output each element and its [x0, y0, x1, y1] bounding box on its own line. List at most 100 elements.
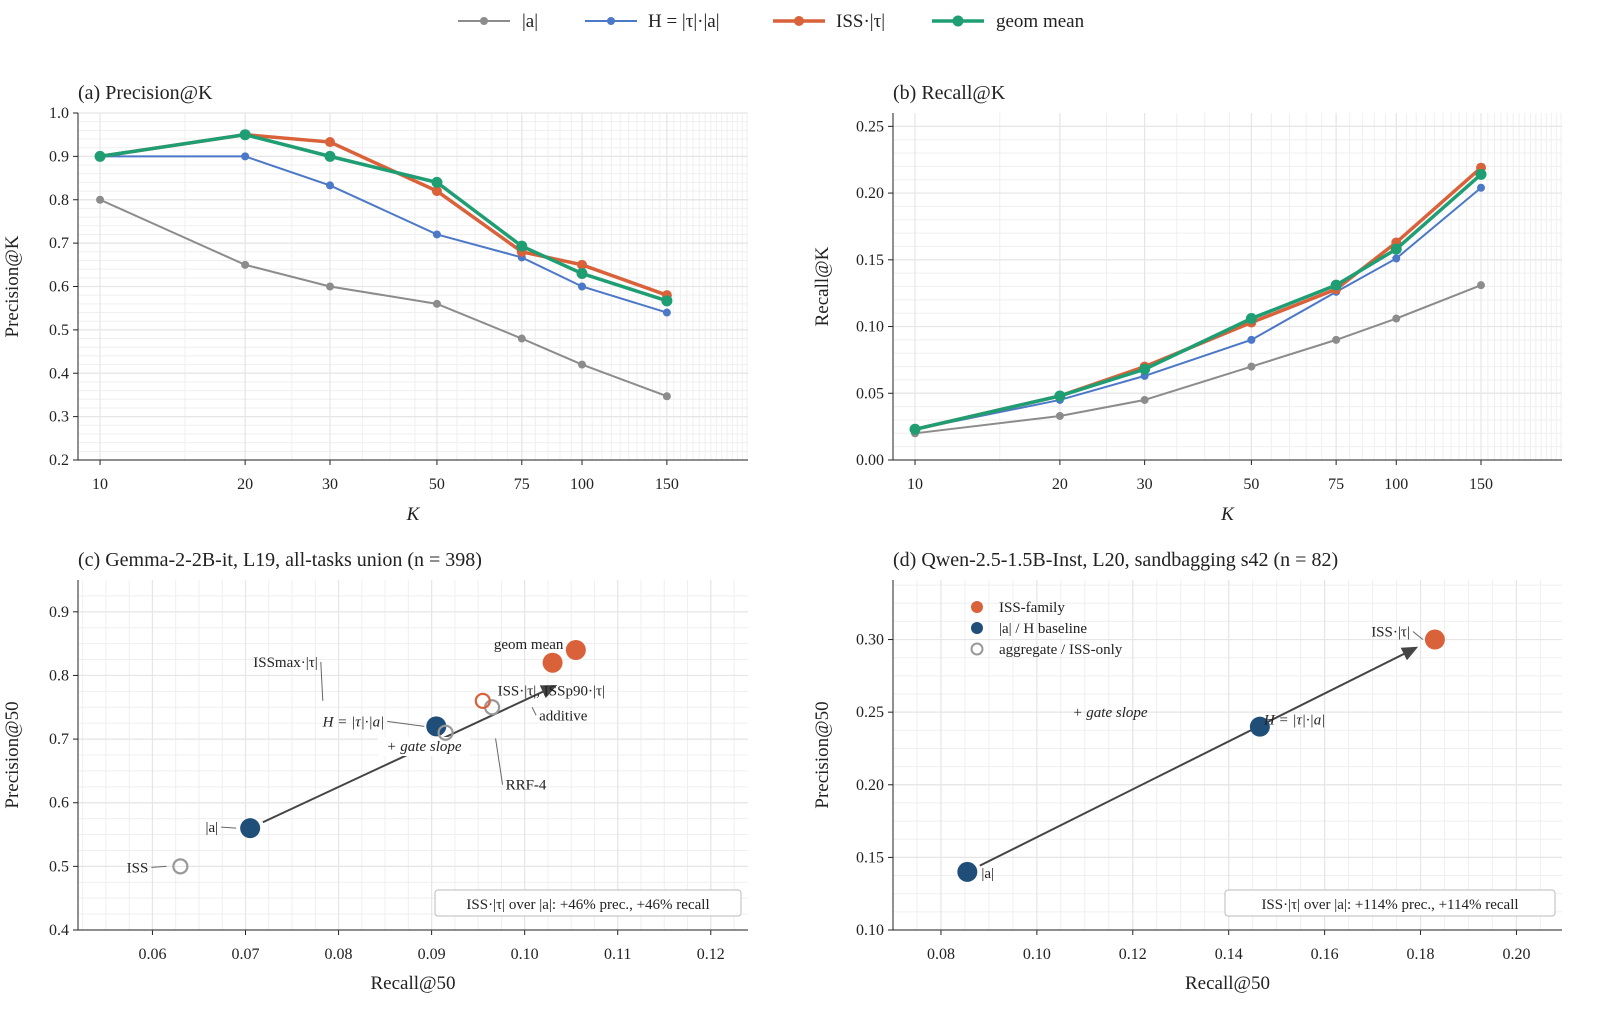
- data-point: [1390, 243, 1402, 255]
- iss-family-point: [1424, 629, 1445, 650]
- iss-family-point: [542, 652, 563, 673]
- y-tick-label: 0.8: [49, 667, 69, 684]
- summary-annotation: ISS·|τ| over |a|: +114% prec., +114% rec…: [1261, 897, 1518, 913]
- y-tick-label: 0.15: [856, 849, 884, 866]
- y-tick-label: 0.5: [49, 858, 69, 875]
- x-tick-label: 150: [1469, 476, 1493, 493]
- data-point: [662, 308, 671, 317]
- data-point: [662, 392, 671, 401]
- summary-box: [434, 889, 742, 917]
- legend-label: ISS·|τ|: [836, 11, 885, 32]
- point-label: H = |τ|·|a|: [322, 714, 385, 730]
- gate-slope-label-bg: [378, 737, 470, 756]
- y-tick-label: 0.15: [856, 252, 884, 269]
- baseline-point: [240, 818, 261, 839]
- x-tick-label: 10: [907, 476, 923, 493]
- x-tick-label: 0.07: [232, 946, 260, 963]
- data-point: [239, 129, 251, 141]
- y-tick-label: 0.10: [856, 922, 884, 939]
- y-tick-label: 0.6: [49, 279, 69, 296]
- baseline-point: [1249, 716, 1270, 737]
- y-tick-label: 0.20: [856, 185, 884, 202]
- data-point: [1392, 314, 1401, 323]
- y-axis-label: Precision@50: [2, 701, 23, 808]
- data-point: [94, 150, 106, 162]
- data-point: [578, 282, 587, 291]
- iss-family-point: [565, 640, 586, 660]
- legend-label: aggregate / ISS-only: [999, 642, 1123, 658]
- x-tick-label: 30: [1137, 476, 1153, 493]
- x-tick-label: 0.14: [1215, 946, 1243, 963]
- point-label: H = |τ|·|a|: [1263, 713, 1326, 729]
- x-tick-label: 0.10: [511, 946, 539, 963]
- summary-box: [1224, 889, 1556, 917]
- panel-b-recall-at-k: 10 20 30 50 75 100 150 0.00 0.05 0.10 0.15 0.20 0.25…: [812, 82, 1562, 525]
- x-tick-label: 0.12: [697, 946, 725, 963]
- x-axis-label: Recall@50: [1185, 973, 1270, 994]
- data-point: [432, 299, 441, 308]
- legend-label: |a| / H baseline: [999, 621, 1087, 637]
- summary-annotation: ISS·|τ| over |a|: +46% prec., +46% recal…: [466, 897, 709, 913]
- data-point: [1475, 168, 1487, 180]
- data-point: [431, 186, 442, 197]
- x-tick-label: 0.08: [927, 946, 955, 963]
- panel-title: (a) Precision@K: [78, 82, 213, 104]
- data-point: [909, 423, 921, 435]
- data-point: [577, 259, 588, 270]
- x-tick-label: 50: [429, 476, 445, 493]
- x-tick-label: 30: [322, 476, 338, 493]
- y-tick-label: 0.4: [49, 922, 69, 939]
- panel-title: (d) Qwen-2.5-1.5B-Inst, L20, sandbagging…: [893, 549, 1338, 571]
- baseline-point: [426, 716, 447, 737]
- aggregate-point: [172, 858, 189, 875]
- leader-line: [387, 720, 425, 727]
- aggregate-point: [437, 724, 454, 741]
- data-point: [324, 150, 336, 162]
- arrow-head-icon: [1400, 646, 1419, 661]
- point-label: ISSmax·|τ|: [253, 655, 318, 671]
- data-point: [1247, 362, 1256, 371]
- y-tick-label: 0.7: [49, 235, 69, 252]
- legend-label: H = |τ|·|a|: [648, 11, 720, 32]
- legend-marker-1: [971, 622, 983, 634]
- leader-line: [531, 707, 537, 716]
- data-point: [1332, 335, 1341, 344]
- x-tick-label: 0.12: [1119, 946, 1147, 963]
- leader-line: [1412, 631, 1424, 640]
- panel-a-precision-at-k: 10 20 30 50 75 100 150 0.2 0.3 0.4 0.5 0.6 0.7 0.8 0.9…: [2, 82, 748, 525]
- x-tick-label: 50: [1243, 476, 1259, 493]
- panel-title: (c) Gemma-2-2B-it, L19, all-tasks union …: [78, 549, 482, 571]
- x-tick-label: 100: [570, 476, 594, 493]
- y-tick-label: 0.4: [49, 365, 69, 382]
- point-label: geom mean: [494, 637, 564, 653]
- x-tick-label: 0.18: [1407, 946, 1435, 963]
- data-point: [326, 181, 335, 190]
- x-axis-label: K: [406, 504, 421, 525]
- point-label: ISS·|τ|: [1371, 625, 1410, 641]
- x-tick-label: 0.09: [418, 946, 446, 963]
- x-tick-label: 0.20: [1502, 946, 1530, 963]
- y-tick-label: 0.8: [49, 192, 69, 209]
- data-point: [1247, 335, 1256, 344]
- legend-label: ISS-family: [999, 600, 1065, 616]
- leader-line: [495, 738, 504, 785]
- point-label: |a|: [981, 866, 994, 882]
- legend-marker-3: [952, 15, 964, 27]
- x-tick-label: 150: [655, 476, 679, 493]
- legend-marker-2: [970, 642, 984, 656]
- data-point: [241, 260, 250, 269]
- point-label: RRF-4: [506, 778, 547, 794]
- data-point: [431, 176, 443, 188]
- y-tick-label: 0.5: [49, 322, 69, 339]
- y-tick-label: 0.30: [856, 632, 884, 649]
- y-tick-label: 0.9: [49, 604, 69, 621]
- y-tick-label: 0.25: [856, 118, 884, 135]
- point-label: |a|: [205, 820, 218, 836]
- leader-line: [221, 826, 237, 829]
- data-point: [326, 282, 335, 291]
- data-point: [1054, 390, 1066, 402]
- x-tick-label: 75: [514, 476, 530, 493]
- data-point: [516, 240, 528, 252]
- legend-label: geom mean: [996, 11, 1085, 32]
